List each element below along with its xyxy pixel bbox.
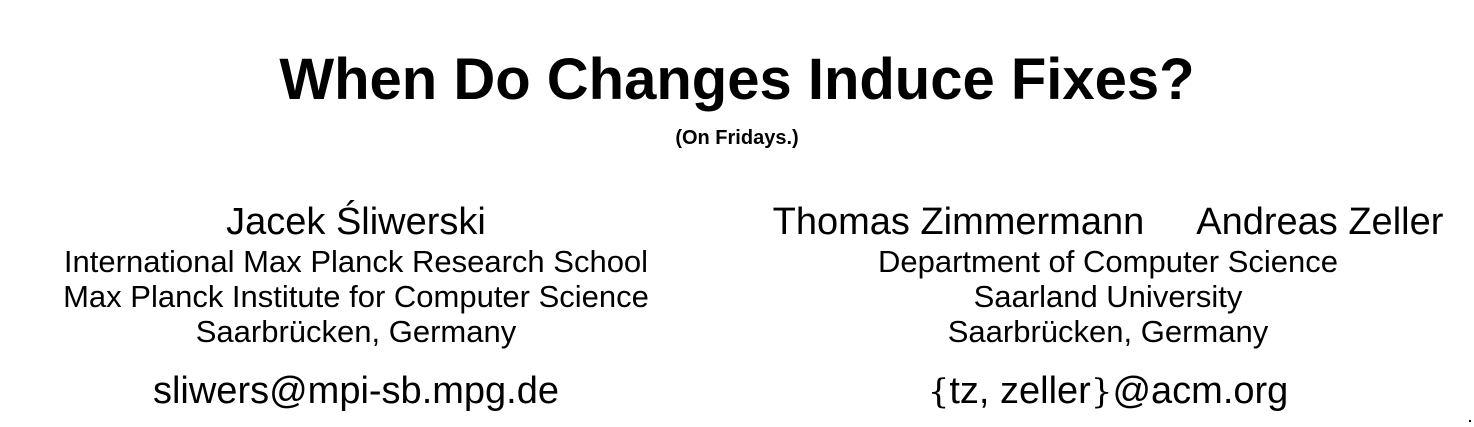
affiliation-line-1: Department of Computer Science [877, 244, 1339, 279]
author-name-zimmermann: Thomas Zimmermann [772, 201, 1145, 243]
email-brace-close: } [1090, 372, 1113, 412]
affiliation-line-1: International Max Planck Research School [63, 244, 649, 279]
affiliation-line-2: Saarland University [973, 279, 1243, 314]
author-name-sliwerski: Jacek Śliwerski [226, 201, 486, 243]
paper-subtitle: (On Fridays.) [675, 127, 799, 149]
email-domain: @acm.org [1112, 370, 1289, 412]
author-email-left: sliwers@mpi-sb.mpg.de [152, 370, 559, 412]
author-block-left: Jacek Śliwerski International Max Planck… [32, 200, 680, 413]
paper-title: When Do Changes Induce Fixes? [279, 47, 1195, 112]
affiliation-line-3: Saarbrücken, Germany [947, 314, 1269, 349]
author-email-right: {tz, zeller}@acm.org [742, 369, 1474, 414]
email-users: tz, zeller [949, 370, 1091, 412]
author-names-row: Thomas Zimmermann Andreas Zeller [742, 200, 1474, 244]
affiliation-line-2: Max Planck Institute for Computer Scienc… [63, 279, 649, 314]
email-brace-open: { [927, 372, 950, 412]
author-block-right: Thomas Zimmermann Andreas Zeller Departm… [742, 200, 1474, 414]
affiliation-line-3: Saarbrücken, Germany [195, 314, 517, 349]
author-name-zeller: Andreas Zeller [1196, 201, 1444, 243]
corner-dot-mark [1469, 420, 1471, 422]
